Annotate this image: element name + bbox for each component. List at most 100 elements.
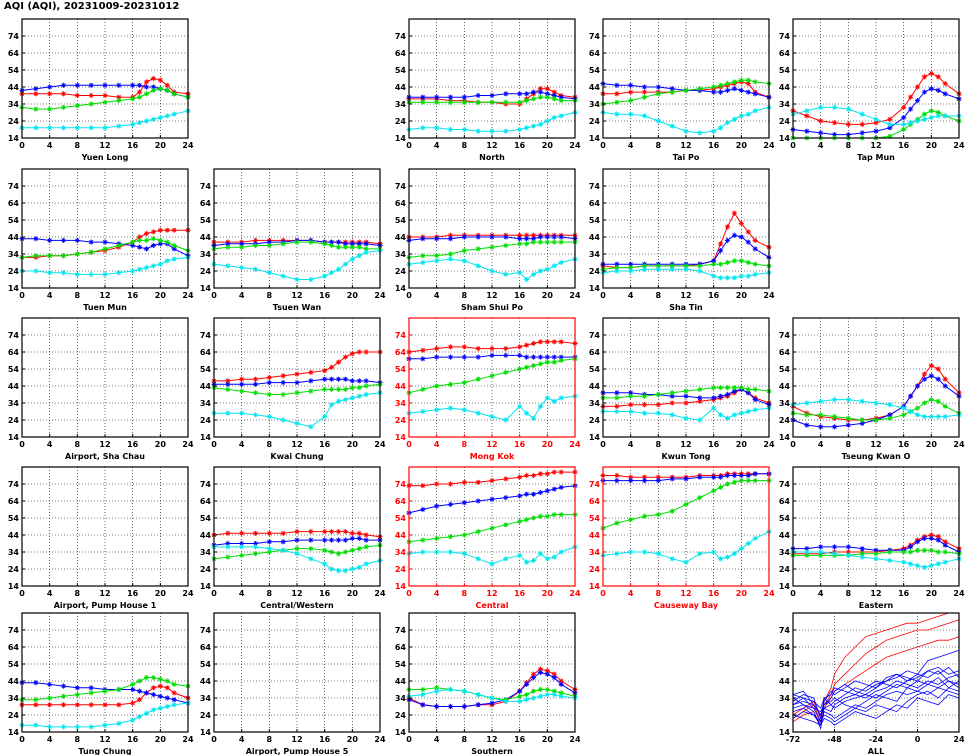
x-tick-label: 12 (99, 141, 110, 150)
series-point-cyan (461, 258, 467, 264)
series-point-blue (517, 493, 523, 499)
y-tick-label: 54 (589, 66, 601, 75)
series-point-green (475, 246, 481, 252)
y-tick-label: 14 (8, 728, 20, 737)
x-tick-label: 12 (291, 589, 302, 598)
series-point-red (845, 121, 851, 127)
series-line-red (408, 341, 576, 353)
x-tick-label: 4 (47, 440, 53, 449)
series-point-blue (266, 380, 272, 386)
series-point-cyan (669, 556, 675, 562)
series-point-red (614, 403, 620, 409)
series-line-red (409, 471, 575, 487)
series-point-green (942, 549, 948, 555)
series-point-cyan (150, 116, 157, 122)
series-point-blue (434, 94, 440, 100)
series-point-cyan (252, 544, 259, 550)
x-tick-label: 4 (47, 735, 53, 744)
series-point-green (252, 390, 259, 396)
series-point-cyan (475, 556, 481, 562)
series-point-blue (558, 484, 564, 490)
series-point-blue (530, 491, 537, 497)
series-line-green (408, 514, 575, 543)
series-point-cyan (517, 552, 523, 558)
series-point-cyan (489, 561, 495, 567)
series-point-cyan (614, 551, 620, 557)
y-tick-label: 54 (395, 66, 407, 75)
series-point-green (328, 549, 335, 555)
x-tick-label: 20 (736, 291, 748, 300)
panel-mong-kok: 14 24 34 44 54 64 74 0 4 8 12 16 20 24 Mong Kok (395, 317, 581, 461)
x-tick-label: 8 (267, 735, 273, 744)
series-point-red (503, 346, 509, 352)
x-tick-label: 12 (291, 291, 302, 300)
series-point-cyan (628, 111, 634, 117)
x-tick-label: 4 (434, 440, 440, 449)
y-tick-label: 44 (779, 531, 791, 540)
x-tick-label: 24 (182, 141, 194, 150)
series-point-red (143, 79, 150, 85)
series-point-blue (717, 248, 724, 254)
series-point-green (901, 126, 907, 133)
series-point-blue (831, 544, 838, 550)
series-point-cyan (641, 549, 648, 555)
series-point-green (887, 415, 893, 421)
y-tick-label: 44 (395, 83, 407, 92)
series-point-red (356, 530, 362, 536)
series-line-blue (602, 83, 770, 98)
x-tick-label: 24 (182, 440, 194, 449)
series-point-blue (873, 128, 879, 134)
series-point-blue (731, 86, 738, 92)
y-tick-label: 64 (395, 49, 407, 58)
panel-title-tai-po: Tai Po (673, 153, 700, 162)
series-point-blue (503, 495, 509, 501)
panel-airport-pump-house-1: 14 24 34 44 54 64 74 0 4 8 12 16 20 24 Airport, Pump H… (8, 466, 194, 610)
y-tick-label: 74 (779, 32, 791, 41)
series-line-cyan (602, 531, 770, 563)
series-point-cyan (322, 273, 328, 279)
series-point-blue (942, 542, 948, 548)
series-point-green (335, 244, 342, 250)
series-point-cyan (641, 266, 648, 272)
series-point-cyan (804, 400, 810, 406)
series-point-cyan (60, 724, 67, 730)
y-tick-label: 44 (200, 233, 212, 242)
series-point-blue (745, 239, 751, 245)
y-tick-label: 44 (589, 83, 601, 92)
series-point-cyan (328, 566, 335, 572)
series-point-blue (907, 393, 914, 399)
series-point-green (745, 77, 751, 83)
series-point-cyan (335, 266, 342, 272)
series-point-cyan (745, 408, 751, 415)
series-point-red (342, 529, 349, 535)
series-point-cyan (558, 113, 564, 119)
y-tick-label: 64 (8, 49, 20, 58)
series-point-green (921, 547, 928, 553)
y-tick-label: 14 (200, 728, 212, 737)
x-tick-label: 4 (818, 589, 824, 598)
series-line-green (603, 387, 770, 399)
series-point-blue (745, 472, 751, 479)
x-tick-label: 20 (926, 589, 938, 598)
series-point-cyan (342, 397, 349, 403)
series-point-red (136, 89, 143, 95)
series-line-cyan (602, 268, 770, 279)
x-tick-label: 12 (99, 589, 110, 598)
series-point-blue (614, 390, 620, 396)
series-point-green (294, 390, 300, 396)
series-point-blue (102, 239, 108, 245)
series-point-green (544, 686, 550, 693)
series-point-blue (150, 242, 157, 249)
series-point-cyan (887, 402, 893, 408)
series-point-cyan (558, 259, 564, 266)
series-point-green (239, 244, 245, 250)
y-tick-label: 64 (200, 199, 212, 208)
series-point-green (517, 99, 523, 105)
series-point-blue (171, 697, 177, 703)
series-point-cyan (503, 128, 509, 134)
series-point-cyan (901, 559, 907, 565)
series-point-red (818, 118, 824, 124)
series-point-green (171, 242, 177, 249)
series-point-green (530, 239, 537, 245)
y-tick-label: 54 (395, 365, 407, 374)
